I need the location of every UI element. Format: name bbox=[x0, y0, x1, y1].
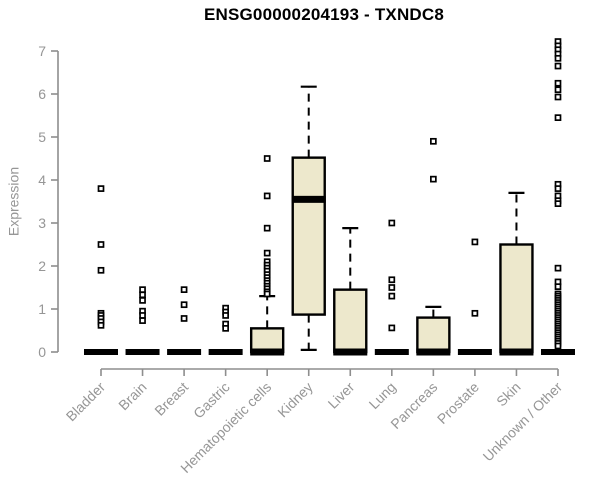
boxplot-group-breast bbox=[167, 286, 202, 355]
x-category-label-lung: Lung bbox=[366, 379, 399, 412]
boxplot-group-liver bbox=[333, 227, 368, 356]
y-tick-label: 5 bbox=[38, 129, 46, 145]
outlier-point bbox=[554, 283, 562, 290]
zero-box-bar bbox=[167, 349, 202, 355]
outlier-point bbox=[263, 249, 271, 257]
outlier-point bbox=[388, 284, 396, 291]
y-tick-label: 4 bbox=[38, 172, 46, 188]
box-rect bbox=[333, 288, 368, 354]
outlier-point bbox=[139, 297, 146, 304]
x-category-label-liver: Liver bbox=[325, 379, 358, 412]
outlier-point bbox=[554, 62, 562, 70]
x-category-label-skin: Skin bbox=[493, 379, 524, 410]
zero-box-bar bbox=[208, 349, 243, 355]
outlier-point bbox=[471, 238, 479, 246]
outlier-point bbox=[554, 114, 562, 122]
outlier-point bbox=[139, 291, 146, 299]
outlier-point bbox=[554, 264, 562, 272]
y-tick-label: 0 bbox=[38, 344, 46, 360]
outlier-point bbox=[388, 292, 396, 300]
outlier-point bbox=[263, 290, 271, 298]
y-tick-label: 6 bbox=[38, 86, 46, 102]
outlier-point bbox=[180, 286, 188, 293]
y-tick-label: 7 bbox=[38, 43, 46, 59]
outlier-point bbox=[263, 224, 271, 232]
outlier-point bbox=[471, 309, 479, 317]
y-tick-label: 3 bbox=[38, 215, 46, 231]
outlier-point bbox=[97, 266, 105, 274]
median-line bbox=[250, 348, 285, 356]
box-rect bbox=[291, 156, 326, 316]
box-rect bbox=[499, 243, 534, 354]
outlier-point bbox=[222, 325, 229, 332]
y-tick-label: 2 bbox=[38, 258, 46, 274]
boxplot-group-unknown-other bbox=[540, 38, 575, 355]
zero-box-bar bbox=[457, 349, 492, 355]
x-category-label-brain: Brain bbox=[115, 379, 149, 413]
outlier-point bbox=[263, 155, 271, 162]
zero-box-bar bbox=[374, 349, 409, 355]
x-category-label-prostate: Prostate bbox=[434, 379, 482, 427]
outlier-point bbox=[554, 200, 562, 207]
outlier-point bbox=[263, 192, 271, 200]
zero-box-bar bbox=[540, 349, 575, 355]
outlier-point bbox=[554, 86, 562, 94]
x-category-label-unknown-other: Unknown / Other bbox=[480, 379, 566, 465]
outlier-point bbox=[139, 317, 146, 324]
boxplot-group-skin bbox=[499, 191, 534, 356]
outlier-point bbox=[97, 241, 105, 248]
outlier-point bbox=[139, 286, 146, 293]
outlier-point bbox=[97, 321, 105, 329]
outlier-point bbox=[180, 301, 188, 309]
outlier-point bbox=[554, 342, 562, 350]
outlier-point bbox=[97, 185, 105, 192]
outlier-point bbox=[554, 185, 562, 192]
outlier-point bbox=[388, 219, 396, 227]
boxplot-group-gastric bbox=[208, 304, 243, 355]
boxplot-group-prostate bbox=[457, 238, 492, 355]
boxplot-group-bladder bbox=[84, 185, 118, 355]
median-line bbox=[291, 195, 326, 203]
x-category-label-kidney: Kidney bbox=[274, 379, 316, 421]
boxplot-group-pancreas bbox=[416, 137, 451, 356]
x-category-label-breast: Breast bbox=[151, 379, 191, 419]
y-tick-label: 1 bbox=[38, 301, 46, 317]
outlier-point bbox=[388, 324, 396, 332]
x-category-label-bladder: Bladder bbox=[63, 379, 109, 425]
chart-title: ENSG00000204193 - TXNDC8 bbox=[203, 5, 445, 24]
boxplot-group-hematopoietic-cells bbox=[249, 155, 285, 356]
outlier-point bbox=[554, 79, 562, 87]
zero-box-bar bbox=[84, 349, 118, 355]
boxplot-group-lung bbox=[374, 219, 409, 355]
boxplot-group-brain bbox=[125, 286, 160, 355]
boxplot-group-kidney bbox=[291, 85, 326, 351]
box-rect bbox=[249, 327, 285, 354]
outlier-point bbox=[554, 93, 562, 101]
median-line bbox=[333, 348, 368, 356]
outlier-point bbox=[388, 276, 396, 284]
outlier-point bbox=[139, 312, 146, 319]
outlier-point bbox=[180, 315, 188, 322]
outlier-point bbox=[222, 312, 229, 319]
outlier-point bbox=[430, 137, 437, 145]
outlier-point bbox=[430, 175, 437, 183]
box-rect bbox=[416, 316, 451, 354]
zero-box-bar bbox=[125, 349, 160, 355]
median-line bbox=[416, 348, 451, 356]
outlier-point bbox=[554, 54, 562, 62]
median-line bbox=[499, 348, 534, 356]
